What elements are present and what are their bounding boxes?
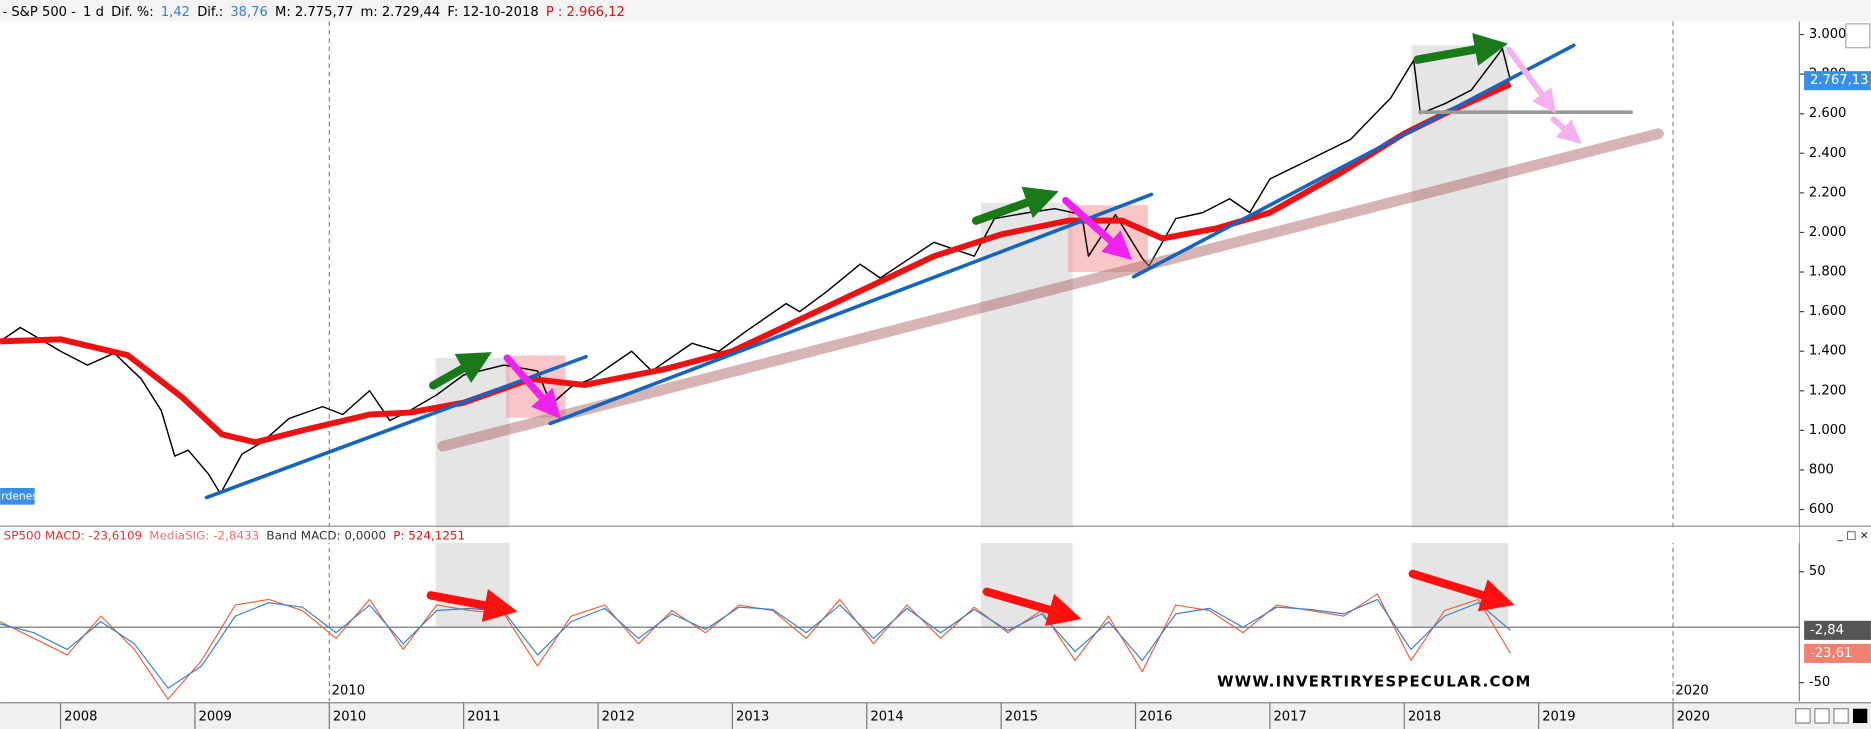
last-value-label: 2.767,13 — [1810, 73, 1868, 88]
arrow — [1550, 116, 1582, 144]
arrow — [426, 589, 518, 622]
window-button[interactable] — [1845, 23, 1871, 49]
x-tick-label: 2013 — [736, 710, 769, 725]
trend-line — [548, 192, 1154, 426]
bottom-controls[interactable] — [1795, 708, 1868, 724]
x-tick-label: 2012 — [602, 710, 635, 725]
x-axis-bar — [0, 702, 1871, 729]
x-tick-label: 2010 — [333, 710, 366, 725]
watermark: WWW.INVERTIRYESPECULAR.COM — [1217, 672, 1531, 690]
arrow — [1061, 196, 1133, 261]
x-tick-label: 2018 — [1408, 710, 1441, 725]
arrow — [971, 186, 1059, 225]
y-tick-label: 1.800 — [1809, 265, 1847, 280]
header-item: Dif.: — [197, 4, 223, 19]
header-item: P: 524,1251 — [393, 528, 465, 542]
x-tick-label: 2014 — [870, 710, 903, 725]
long-trend-line — [437, 128, 1664, 452]
y-tick-label: 600 — [1809, 502, 1834, 517]
x-tick-label: 2011 — [467, 710, 500, 725]
y-tick-label: 2.600 — [1809, 106, 1847, 121]
series-line — [0, 598, 1511, 689]
arrow — [503, 354, 561, 419]
y-tick-label: 1.000 — [1809, 423, 1847, 438]
y-tick-label: 2.000 — [1809, 225, 1847, 240]
header-bar — [0, 0, 1871, 22]
y-tick-label: 1.400 — [1809, 344, 1847, 359]
arrow — [1413, 33, 1508, 66]
last-value-label: -23,61 — [1810, 646, 1852, 661]
control-button[interactable] — [1814, 708, 1830, 724]
control-button[interactable] — [1833, 708, 1849, 724]
control-button[interactable] — [1795, 708, 1811, 724]
header-item: SP500 MACD: -23,6109 — [4, 528, 142, 542]
last-value-box — [1804, 643, 1871, 663]
macd-header-bar — [0, 527, 1800, 543]
orders-button-label[interactable]: rdenes — [1, 489, 38, 502]
header-text: - S&P 500 - 1 d Dif. %: 1,42 Dif.: 38,76 M: 2.… — [2, 4, 624, 19]
x-tick-label: 2015 — [1005, 710, 1038, 725]
y-tick-label: -50 — [1809, 675, 1830, 690]
y-tick-label: 50 — [1809, 564, 1826, 579]
price-panel: 600 800 1.000 1.200 1.400 1.600 1.800 2.000 2.20… — [0, 21, 1871, 702]
header-item: Band MACD: 0,0000 — [266, 528, 386, 542]
trend-annotations — [204, 33, 1664, 500]
macd-panel: -50 50 -23,61 -2,84 — [0, 564, 1871, 700]
header-item: M: 2.775,77 — [275, 4, 353, 19]
control-button[interactable] — [1853, 708, 1868, 724]
header-item: 1,42 — [161, 4, 190, 19]
header-item: 38,76 — [230, 4, 268, 19]
last-value-label: -2,84 — [1810, 623, 1844, 638]
x-tick-label: 2019 — [1542, 710, 1575, 725]
arrow — [1506, 47, 1556, 114]
series-line — [0, 47, 1512, 495]
y-tick-label: 2.400 — [1809, 146, 1847, 161]
x-tick-label: 2016 — [1139, 710, 1172, 725]
last-value-box — [1804, 620, 1871, 640]
header-item: - S&P 500 - — [2, 4, 76, 19]
y-tick-label: 1.200 — [1809, 383, 1847, 398]
header-item: F: 12-10-2018 — [447, 4, 538, 19]
header-item: P : 2.966,12 — [546, 4, 625, 19]
y-tick-label: 1.600 — [1809, 304, 1847, 319]
header-item: MediaSIG: -2,8433 — [149, 528, 259, 542]
header-item: Dif. %: — [111, 4, 154, 19]
period-marker-label: 2020 — [1675, 683, 1708, 698]
arrow — [429, 352, 492, 390]
y-tick-label: 800 — [1809, 462, 1834, 477]
period-marker-label: 2010 — [332, 683, 365, 698]
y-tick-label: 2.200 — [1809, 185, 1847, 200]
trend-line — [1131, 43, 1576, 279]
orders-button[interactable] — [0, 487, 35, 505]
series-line — [0, 81, 1512, 446]
arrow — [982, 587, 1082, 626]
x-tick-label: 2008 — [64, 710, 97, 725]
header-item: 1 d — [83, 4, 104, 19]
arrow — [1408, 569, 1515, 612]
y-tick-label: 3.000 — [1809, 27, 1847, 42]
header-item: m: 2.729,44 — [360, 4, 440, 19]
x-tick-label: 2009 — [199, 710, 232, 725]
macd-annotations — [426, 569, 1515, 626]
x-tick-label: 2020 — [1677, 710, 1710, 725]
panel-controls[interactable]: _ □ × — [1837, 529, 1869, 542]
last-value-box — [1804, 71, 1871, 91]
macd-header: SP500 MACD: -23,6109 MediaSIG: -2,8433 Ban… — [4, 528, 465, 542]
shaded-period — [980, 202, 1073, 627]
x-tick-label: 2017 — [1273, 710, 1306, 725]
